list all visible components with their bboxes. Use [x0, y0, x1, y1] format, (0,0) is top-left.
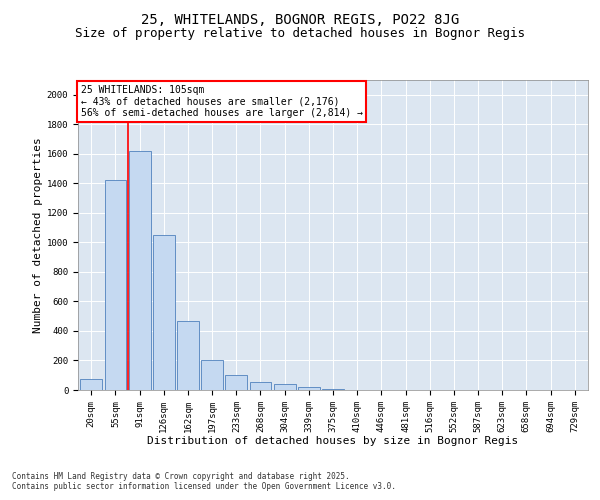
Text: 25 WHITELANDS: 105sqm
← 43% of detached houses are smaller (2,176)
56% of semi-d: 25 WHITELANDS: 105sqm ← 43% of detached …	[80, 84, 362, 118]
Bar	[129, 151, 151, 390]
Bar	[201, 360, 223, 390]
Bar	[298, 387, 320, 390]
Bar	[153, 235, 175, 390]
Text: 25, WHITELANDS, BOGNOR REGIS, PO22 8JG: 25, WHITELANDS, BOGNOR REGIS, PO22 8JG	[141, 12, 459, 26]
Bar	[250, 382, 271, 390]
Bar	[177, 320, 199, 390]
Text: Contains HM Land Registry data © Crown copyright and database right 2025.: Contains HM Land Registry data © Crown c…	[12, 472, 350, 481]
Text: Size of property relative to detached houses in Bognor Regis: Size of property relative to detached ho…	[75, 28, 525, 40]
Y-axis label: Number of detached properties: Number of detached properties	[32, 137, 43, 333]
X-axis label: Distribution of detached houses by size in Bognor Regis: Distribution of detached houses by size …	[148, 436, 518, 446]
Bar	[226, 374, 247, 390]
Text: Contains public sector information licensed under the Open Government Licence v3: Contains public sector information licen…	[12, 482, 396, 491]
Bar	[274, 384, 296, 390]
Bar	[322, 388, 344, 390]
Bar	[80, 379, 102, 390]
Bar	[104, 180, 127, 390]
